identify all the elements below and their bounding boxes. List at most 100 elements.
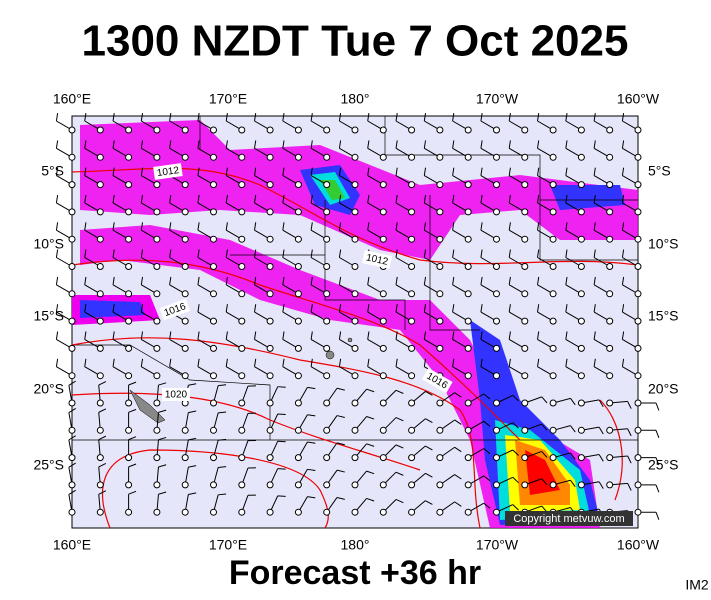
barb-station [464,372,472,380]
barb-feather [452,222,455,231]
barb-feather [425,472,433,478]
barb-feather [655,484,660,493]
barb-station [323,208,331,216]
barb-station [294,372,302,380]
barb-feather [367,167,370,176]
wind-barb [338,113,359,134]
barb-station [266,153,274,161]
barb-feather [366,497,375,502]
barb-feather [112,140,115,149]
wind-barb [210,384,227,407]
barb-station [68,399,76,407]
barb-station [577,208,585,216]
barb-station [408,263,416,270]
wind-barb [282,249,302,270]
barb-station [408,481,416,489]
barb-station [238,508,246,516]
barb-station [464,181,472,189]
barb-station [266,508,274,516]
wind-barb [621,249,642,270]
barb-feather [169,276,172,285]
wind-barb [480,222,500,243]
barb-feather [593,331,596,340]
image-code: IM2 [685,577,709,593]
wind-barb [125,381,137,407]
barb-feather [423,331,427,340]
barb-feather [621,194,625,203]
barb-feather [188,383,197,386]
barb-feather [197,113,200,122]
barb-feather [188,465,197,468]
barb-station [68,290,76,298]
barb-station [577,454,585,462]
wind-barb [169,249,189,270]
wind-barb [254,167,274,189]
barb-feather [68,462,76,468]
copyright-box [505,511,633,526]
wind-barb [565,249,585,270]
wind-barb [84,167,104,189]
lat-label: 25°S [33,457,64,473]
barb-station [181,126,189,134]
wind-barb [565,194,585,216]
barb-feather [621,167,625,176]
barb-feather [565,358,568,367]
wind-barb [593,276,614,298]
wind-barb [55,276,76,298]
barb-feather [68,489,76,495]
wind-barb [452,140,472,161]
barb-station [379,290,387,298]
wind-barb [508,249,529,270]
wind-barb [294,496,316,516]
barb-station [96,481,104,489]
barb-feather [338,249,342,258]
barb-station [464,126,472,134]
lat-label: 20°S [648,381,679,397]
barb-feather [508,276,511,285]
barb-station [68,235,76,243]
barb-station [153,153,161,161]
wind-barb [395,249,416,270]
wind-barb [621,194,642,216]
barb-feather [593,140,596,149]
barb-station [549,344,557,352]
barb-station [408,317,416,325]
wind-barb [254,194,274,216]
barb-feather [512,476,519,484]
barb-station [323,399,331,407]
barb-feather [565,304,568,313]
barb-feather [452,304,455,313]
barb-station [181,263,189,270]
wind-barb [282,331,302,352]
wind-barb [480,113,500,134]
barb-station [634,290,642,298]
barb-feather [537,358,540,367]
barb-station [521,372,529,380]
wind-barb [593,331,614,352]
barb-station [323,317,331,325]
lon-label: 160°E [53,91,91,107]
barb-station [464,454,472,462]
barb-feather [655,402,660,411]
wind-barb [606,481,632,491]
barb-feather [169,249,172,258]
barb-station [408,399,416,407]
barb-station [210,399,217,407]
barb-feather [423,222,427,231]
barb-feather [423,113,427,122]
wind-barb [310,140,331,161]
barb-feather [336,442,345,446]
barb-station [238,317,246,325]
barb-feather [188,410,197,414]
wind-barb [282,222,302,243]
barb-station [436,317,444,325]
isobar-label-box [421,367,453,394]
barb-station [294,317,302,325]
barb-station [181,235,189,243]
barb-feather [336,387,345,391]
barb-feather [508,331,511,340]
wind-barb [68,435,76,462]
wind-barb [125,463,137,489]
wind-barb [238,385,256,407]
barb-station [606,181,614,189]
